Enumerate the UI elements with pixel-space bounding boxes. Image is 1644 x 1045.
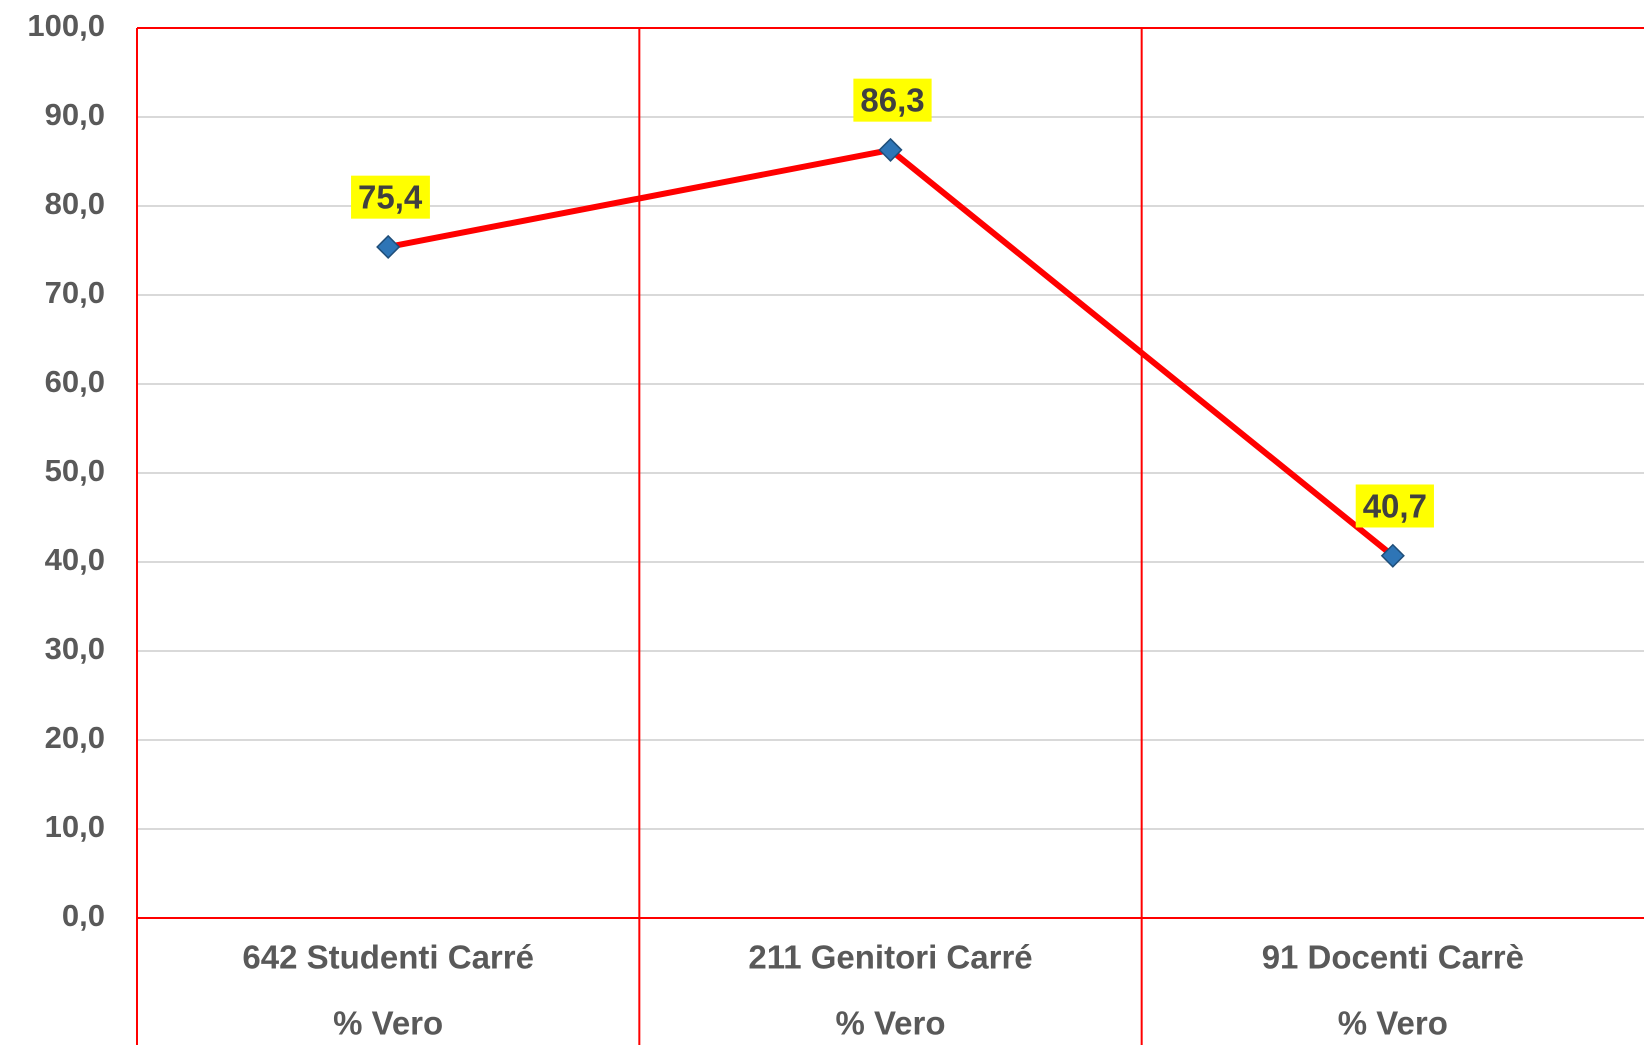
y-tick-label: 50,0 xyxy=(45,453,105,488)
y-tick-label: 80,0 xyxy=(45,186,105,221)
x-tick-label: % Vero xyxy=(835,1005,945,1042)
x-tick-label: 211 Genitori Carré xyxy=(748,939,1032,976)
y-tick-label: 20,0 xyxy=(45,720,105,755)
data-label-box xyxy=(853,78,932,122)
x-tick-label: 642 Studenti Carré xyxy=(242,939,534,976)
data-label-box xyxy=(1355,484,1434,528)
data-label-box xyxy=(351,175,430,219)
y-tick-label: 100,0 xyxy=(27,8,105,43)
y-tick-label: 40,0 xyxy=(45,542,105,577)
marker xyxy=(376,234,401,260)
data-label: 75,4 xyxy=(358,179,423,216)
x-tick-label: 91 Docenti Carrè xyxy=(1262,939,1524,976)
marker xyxy=(878,137,903,162)
y-tick-label: 0,0 xyxy=(62,898,105,933)
y-tick-label: 90,0 xyxy=(45,97,105,132)
marker xyxy=(1380,543,1405,568)
data-label: 40,7 xyxy=(1363,487,1427,524)
x-tick-label: % Vero xyxy=(333,1005,443,1042)
y-tick-label: 10,0 xyxy=(45,809,105,844)
line xyxy=(387,146,1395,559)
y-tick-label: 60,0 xyxy=(45,364,105,399)
y-tick-label: 70,0 xyxy=(45,275,105,310)
y-tick-label: 30,0 xyxy=(45,631,105,666)
data-label: 86,3 xyxy=(860,82,924,119)
x-tick-label: % Vero xyxy=(1338,1005,1448,1042)
